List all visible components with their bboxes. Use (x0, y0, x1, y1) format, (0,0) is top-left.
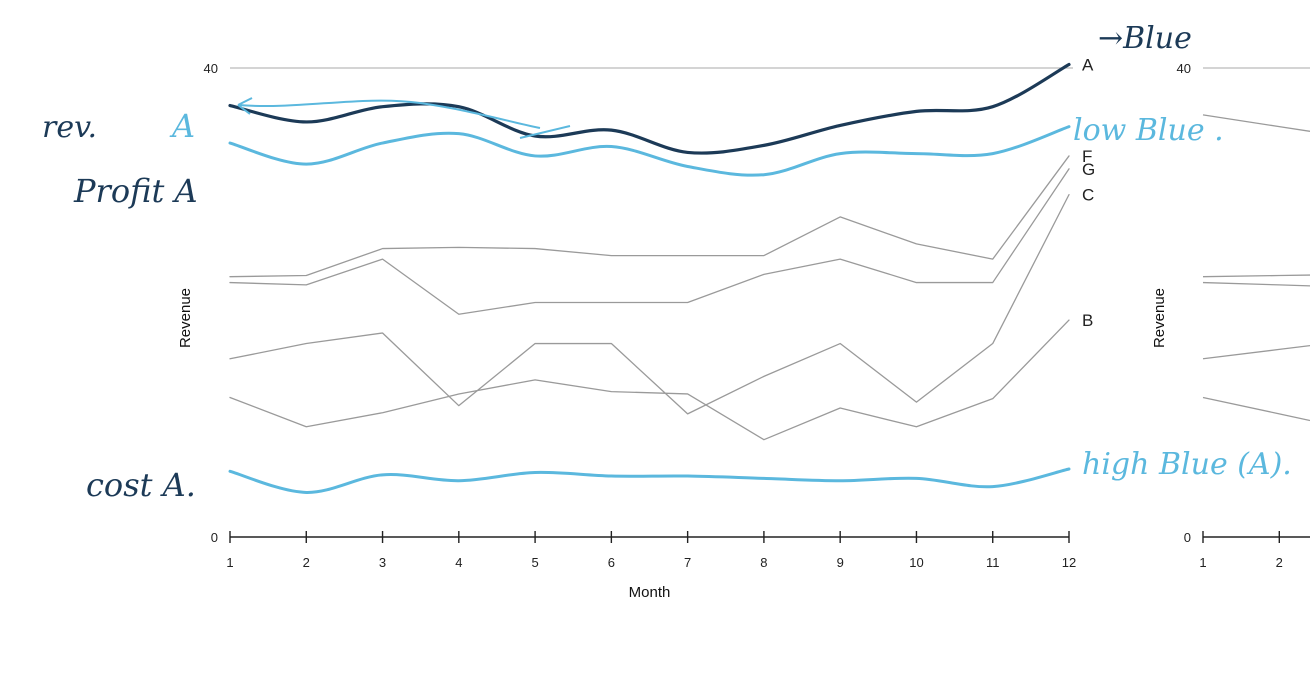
series-line (229, 193, 1070, 415)
series-line (1202, 114, 1310, 132)
annotation-blue: →Blue (1098, 21, 1192, 56)
y-tick-label: 40 (1177, 61, 1191, 76)
y-tick-label: 0 (1184, 530, 1191, 545)
series-label: G (1082, 160, 1095, 179)
y-tick-label: 0 (211, 530, 218, 545)
series-line (228, 125, 1071, 177)
y-axis-title: Revenue (177, 288, 194, 348)
annotation-cost: cost A. (86, 466, 196, 504)
x-tick-label: 2 (303, 555, 310, 570)
chart-panel-side: 1 2 0 40 Revenue (1151, 61, 1310, 570)
series-label: C (1082, 186, 1094, 205)
x-tick-label: 5 (531, 555, 538, 570)
y-tick-label: 40 (204, 61, 218, 76)
series-line (228, 62, 1071, 155)
series-line (1202, 344, 1310, 360)
x-tick-label: 11 (986, 555, 1000, 570)
x-tick-label: 10 (909, 555, 923, 570)
series-line (1202, 274, 1310, 278)
x-tick-label: 2 (1276, 555, 1283, 570)
annotation-arrow-scribble (237, 97, 571, 139)
series-line (229, 319, 1070, 441)
series-label: A (1082, 55, 1094, 74)
annotation-low-blue: low Blue . (1073, 113, 1224, 148)
annotation-profit: Profit A (73, 172, 198, 210)
series-line (229, 155, 1070, 278)
x-tick-label: 4 (455, 555, 462, 570)
annotation-rev-a: A (169, 107, 195, 145)
series-line (228, 467, 1071, 494)
series-line (1202, 396, 1310, 422)
y-axis-title: Revenue (1151, 288, 1168, 348)
x-tick-label: 8 (760, 555, 767, 570)
x-axis-title: Month (629, 584, 671, 601)
x-tick-label: 6 (608, 555, 615, 570)
x-tick-label: 3 (379, 555, 386, 570)
series-line (229, 168, 1070, 315)
x-tick-label: 7 (684, 555, 691, 570)
annotation-rev: rev. (42, 110, 97, 145)
x-tick-label: 1 (1199, 555, 1206, 570)
x-tick-label: 1 (226, 555, 233, 570)
x-tick-label: 9 (837, 555, 844, 570)
x-tick-label: 12 (1062, 555, 1076, 570)
series-line (1202, 281, 1310, 287)
series-label: F (1082, 147, 1092, 166)
handwritten-annotations: →Blue rev. A Profit A low Blue . cost A.… (42, 21, 1292, 504)
series-label: B (1082, 311, 1093, 330)
annotation-high-blue: high Blue (A). (1082, 447, 1292, 482)
